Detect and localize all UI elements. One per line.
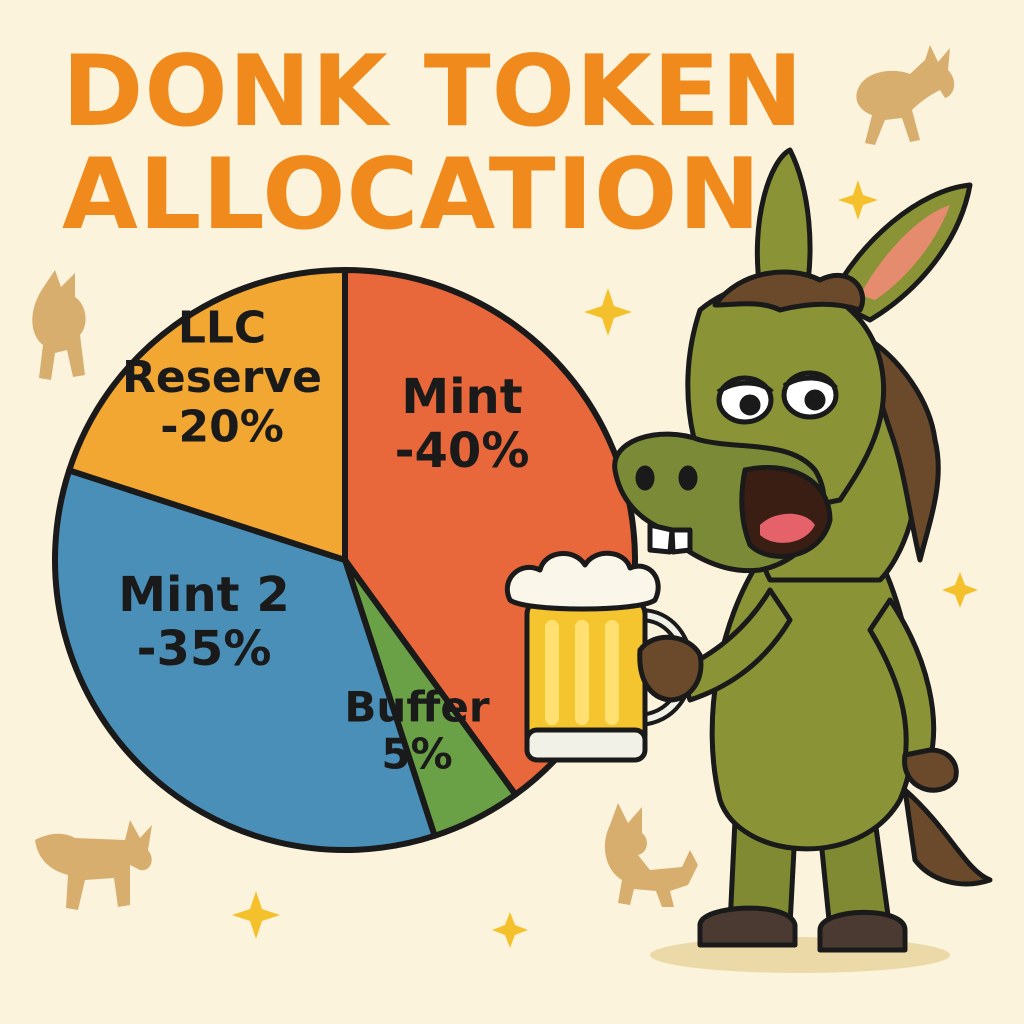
pie-slice-label: Mint 2 -35%: [118, 567, 289, 677]
donkey-silhouette-icon: [35, 820, 152, 910]
pie-slice-label: Buffer 5%: [344, 683, 489, 779]
donkey-mascot-icon: [612, 147, 993, 973]
pie-slice-label-line: 5%: [381, 730, 452, 779]
pie-slice-label-line: -20%: [160, 401, 284, 452]
pie-slice-llc-reserve: [66, 267, 348, 563]
title-line-2: ALLOCATION: [62, 138, 761, 252]
pie-slice-label-line: -35%: [137, 621, 272, 677]
pie-slice-label-line: Buffer: [344, 683, 489, 732]
sparkle-star-icon: [838, 180, 878, 220]
pie-slice-label: Mint -40%: [395, 369, 530, 479]
sparkle-star-icon: [584, 288, 632, 336]
sparkle-star-icon: [492, 912, 528, 948]
sparkle-star-icon: [942, 572, 978, 608]
donkey-silhouette-icon: [32, 270, 86, 380]
sparkle-star-icon: [232, 891, 280, 939]
title-line-1: DONK TOKEN: [62, 35, 804, 149]
donkey-silhouette-icon: [604, 803, 698, 907]
beer-mug-icon: [504, 550, 704, 763]
pie-slice-label-line: LLC: [178, 303, 266, 354]
pie-slice-label-line: Mint 2: [118, 567, 289, 623]
donkey-silhouette-icon: [856, 45, 955, 145]
pie-slice-label-line: Reserve: [122, 352, 322, 403]
pie-slice-label-line: -40%: [395, 423, 530, 479]
pie-slice-label: LLC Reserve -20%: [122, 303, 322, 453]
pie-slice-mint-2: [52, 467, 438, 853]
pie-slice-label-line: Mint: [401, 369, 522, 425]
